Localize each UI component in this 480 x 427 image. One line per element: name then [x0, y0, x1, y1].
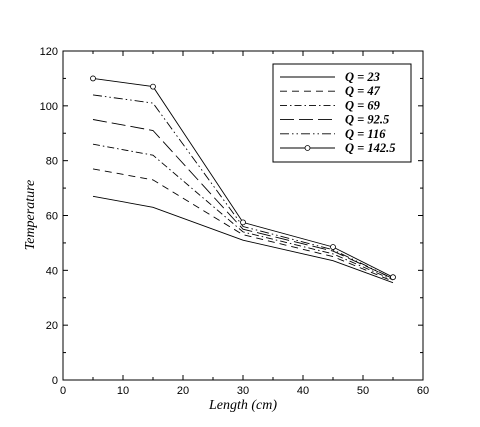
legend-label-5: Q = 116 [345, 127, 386, 141]
y-axis-title: Temperature [23, 180, 38, 251]
x-tick-label: 40 [297, 385, 309, 397]
series-point [90, 75, 96, 82]
y-tick-label: 20 [46, 320, 58, 332]
x-tick-label: 20 [177, 385, 189, 397]
legend-label-2: Q = 47 [345, 84, 381, 98]
y-axis: 0 20 40 60 80 100 120 [40, 46, 423, 387]
series-point [240, 219, 246, 226]
y-tick-label: 0 [52, 375, 58, 387]
x-tick-label: 60 [417, 385, 429, 397]
series-line-2 [92, 168, 394, 282]
y-tick-label: 80 [46, 156, 58, 168]
series-layer [90, 75, 396, 284]
legend-marker [304, 145, 311, 151]
y-tick-label: 60 [46, 211, 58, 223]
x-tick-label: 10 [117, 385, 129, 397]
legend-label-4: Q = 92.5 [345, 113, 389, 127]
series-line-5 [92, 94, 394, 280]
legend-label-3: Q = 69 [345, 98, 381, 112]
x-axis-title: Length (cm) [208, 398, 277, 413]
x-tick-label: 0 [60, 385, 66, 397]
legend-label-6: Q = 142.5 [345, 141, 396, 155]
legend-label-1: Q = 23 [345, 70, 380, 84]
series-line-4 [92, 119, 394, 280]
series-point [330, 244, 336, 250]
x-tick-label: 30 [237, 385, 249, 397]
series-point [150, 83, 156, 90]
y-tick-label: 100 [40, 101, 58, 113]
series-line-3 [92, 143, 394, 281]
x-axis: 0 10 20 30 40 50 60 [60, 51, 429, 397]
x-tick-label: 50 [357, 385, 369, 397]
y-tick-label: 120 [40, 46, 58, 58]
y-tick-label: 40 [46, 265, 58, 277]
legend-box [272, 63, 412, 163]
series-line-1 [92, 195, 394, 284]
series-point [390, 274, 396, 281]
